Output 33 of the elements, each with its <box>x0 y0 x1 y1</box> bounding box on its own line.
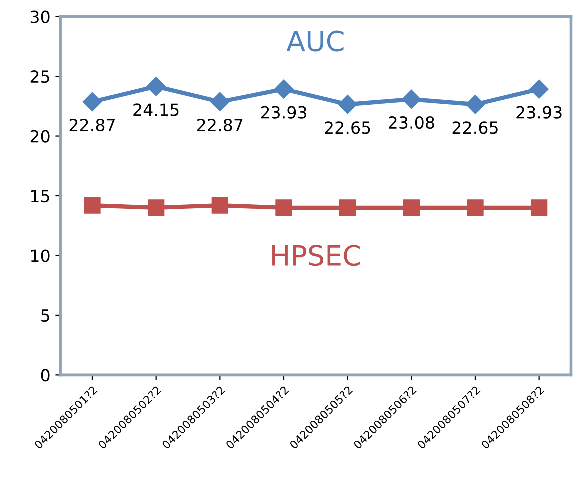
point <box>403 200 420 216</box>
data-label: 22.87 <box>70 118 115 132</box>
point <box>274 80 294 99</box>
data-label: 23.08 <box>389 116 434 130</box>
data-label: 22.65 <box>452 122 498 134</box>
point <box>212 197 228 214</box>
point <box>466 95 486 114</box>
y-tick-label: 25 <box>30 70 50 84</box>
y-tick-label: 20 <box>30 130 50 143</box>
series-label: HPSEC <box>272 245 361 266</box>
y-tick-label: 0 <box>41 369 50 382</box>
point <box>148 200 165 216</box>
data-label: 23.93 <box>261 106 307 119</box>
point <box>210 92 230 112</box>
y-tick-label: 15 <box>31 190 50 203</box>
point <box>146 77 166 96</box>
point <box>530 80 549 99</box>
y-tick-label: 30 <box>30 10 50 24</box>
data-label: 22.65 <box>325 122 370 134</box>
y-tick-label: 5 <box>42 310 50 322</box>
data-label: 22.87 <box>198 118 243 132</box>
point <box>339 200 356 216</box>
point <box>530 200 548 216</box>
point <box>276 200 292 216</box>
point <box>82 92 102 112</box>
point <box>84 197 101 214</box>
point <box>338 95 358 114</box>
y-tick-label: 10 <box>31 250 50 262</box>
point <box>402 90 422 110</box>
data-label: 23.93 <box>516 106 562 119</box>
data-label: 24.15 <box>134 104 179 116</box>
point <box>467 200 484 216</box>
series-label: AUC <box>286 30 344 52</box>
